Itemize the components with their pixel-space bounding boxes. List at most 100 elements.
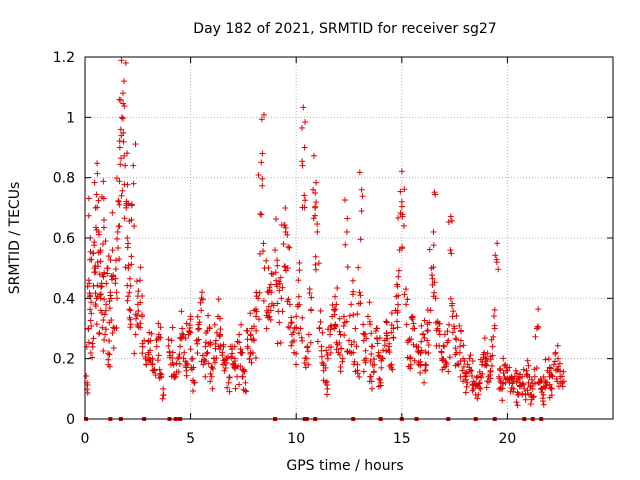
data-point <box>260 297 267 304</box>
data-point <box>268 289 275 296</box>
data-point <box>217 326 224 333</box>
data-point <box>332 306 339 313</box>
data-point <box>225 379 232 386</box>
data-point <box>84 283 91 290</box>
data-point <box>177 343 184 350</box>
data-point <box>464 379 471 386</box>
data-point <box>491 322 498 329</box>
data-point <box>500 355 507 362</box>
data-point <box>215 296 222 303</box>
data-point <box>386 349 393 356</box>
data-point <box>267 316 274 323</box>
data-point <box>451 325 458 332</box>
data-point <box>368 385 375 392</box>
data-point <box>146 329 153 336</box>
data-point <box>360 321 367 328</box>
data-point <box>85 195 92 202</box>
data-point <box>212 340 219 347</box>
data-point <box>116 144 123 151</box>
data-point <box>492 252 499 259</box>
data-point <box>310 186 317 193</box>
data-point <box>553 375 560 382</box>
data-point <box>259 248 266 255</box>
data-point <box>124 235 131 241</box>
data-point <box>317 307 324 314</box>
data-point <box>176 360 183 367</box>
data-point <box>209 364 216 371</box>
data-point <box>226 388 233 395</box>
data-point <box>93 191 100 198</box>
data-point <box>87 248 94 255</box>
data-point <box>268 270 275 277</box>
data-point <box>313 179 320 186</box>
data-point <box>299 158 306 165</box>
data-point <box>428 272 435 279</box>
data-point <box>554 342 561 349</box>
data-point <box>496 365 503 372</box>
data-point <box>489 343 496 350</box>
data-point <box>496 375 503 382</box>
data-point <box>286 301 293 308</box>
data-point <box>462 373 469 380</box>
data-point <box>475 391 482 398</box>
data-point <box>89 354 96 361</box>
data-point <box>106 337 113 344</box>
data-point <box>407 355 414 362</box>
data-point <box>463 370 470 377</box>
data-point <box>560 378 567 385</box>
data-point <box>165 336 172 343</box>
data-point <box>174 355 181 362</box>
data-point <box>131 223 138 230</box>
data-point <box>169 324 176 331</box>
data-point <box>182 335 189 342</box>
data-point <box>85 212 92 219</box>
x-tick-label: 0 <box>81 431 90 447</box>
data-point <box>348 350 355 357</box>
data-point <box>234 338 241 345</box>
data-point <box>560 368 567 375</box>
data-point <box>540 383 547 390</box>
data-point <box>464 361 471 368</box>
data-point <box>456 349 463 356</box>
data-point <box>390 325 397 332</box>
data-point <box>221 367 228 374</box>
data-point <box>407 365 414 372</box>
data-point <box>374 335 381 342</box>
data-point <box>101 296 108 303</box>
data-point <box>155 331 162 338</box>
data-point <box>258 116 265 123</box>
data-point <box>289 339 296 346</box>
data-point <box>213 329 220 336</box>
data-point <box>545 356 552 363</box>
data-point <box>327 324 334 331</box>
data-point <box>349 277 356 284</box>
data-point <box>472 381 479 388</box>
data-point <box>527 401 534 408</box>
data-point <box>157 324 164 331</box>
x-axis-label: GPS time / hours <box>286 458 403 474</box>
data-point <box>282 263 289 270</box>
data-point <box>454 360 461 367</box>
data-point <box>469 358 476 365</box>
data-point <box>205 360 212 367</box>
data-point <box>394 301 401 308</box>
data-point <box>557 380 564 387</box>
data-point <box>312 190 319 197</box>
data-point <box>195 336 202 343</box>
data-point <box>367 373 374 380</box>
y-tick-label: 1.2 <box>53 50 75 66</box>
data-point <box>216 315 223 322</box>
data-point <box>421 334 428 341</box>
data-point <box>207 370 214 377</box>
data-point <box>395 292 402 299</box>
data-point <box>125 240 132 247</box>
data-point <box>446 321 453 328</box>
data-point <box>337 351 344 358</box>
data-point <box>411 325 418 332</box>
data-point <box>395 273 402 280</box>
data-point <box>407 361 414 368</box>
data-point <box>90 335 97 342</box>
data-point <box>436 331 443 338</box>
data-point <box>186 328 193 335</box>
data-point <box>226 374 233 381</box>
